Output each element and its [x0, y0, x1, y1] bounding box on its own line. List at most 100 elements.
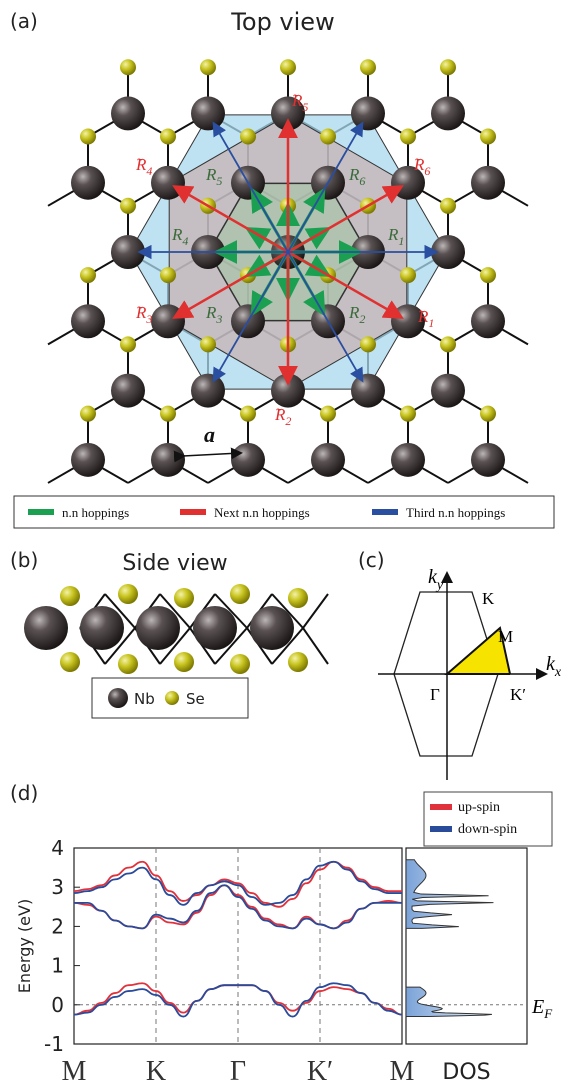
se-atom [480, 405, 496, 422]
x-tick-label: M [390, 1056, 415, 1087]
x-tick-label: M [62, 1056, 87, 1087]
panel-b-title: Side view [122, 551, 227, 576]
y-tick-label: -1 [44, 1032, 64, 1056]
legend-nb: Nb [134, 690, 155, 708]
se-atom [440, 336, 456, 353]
dos-label: DOS [442, 1060, 490, 1085]
nb-atom [431, 96, 465, 131]
nb-atom [471, 165, 505, 200]
atoms [71, 59, 505, 477]
nnnn-vector [287, 121, 364, 253]
nb-atom [231, 442, 265, 477]
se-atom [80, 267, 96, 284]
nb-atom [111, 235, 145, 269]
panel-a-tag: (a) [10, 9, 38, 33]
x-tick-label: Γ [230, 1056, 246, 1087]
panel-d-tag: (d) [10, 781, 38, 805]
se-atom [200, 59, 216, 76]
nb-atom [191, 373, 225, 408]
point-Gamma: Γ [430, 685, 440, 704]
panel-d: (d) -1 0 1 2 3 4 Energy (eV) M K Γ K′ M DOS EF up-sp… [10, 781, 553, 1087]
se-atom [280, 59, 296, 76]
nnnn-vector [212, 251, 289, 383]
se-atom [120, 197, 136, 214]
se-atom [320, 405, 336, 422]
se-atom [120, 336, 136, 353]
se-atom [174, 588, 194, 608]
se-atom [440, 59, 456, 76]
brillouin-zone: ky kx K M Γ K′ [378, 566, 562, 780]
up-spin-swatch [430, 804, 452, 810]
nnn-vector-label: ̃R4 [135, 155, 152, 178]
se-atom [80, 128, 96, 145]
nb-atom [80, 606, 124, 650]
se-atom [230, 584, 250, 604]
down-spin-band [74, 884, 402, 930]
se-atom [288, 588, 308, 608]
nn-swatch [28, 509, 54, 515]
fermi-label: EF [531, 996, 553, 1021]
nnn-vector [172, 250, 289, 319]
nb-atom [136, 606, 180, 650]
se-atom [174, 652, 194, 672]
nnn-vector-label: ̃R3 [135, 303, 152, 326]
dos-upper-band [405, 859, 494, 929]
atom-legend: Nb Se [91, 677, 249, 719]
se-atom [440, 197, 456, 214]
kx-label: kx [546, 653, 562, 680]
y-axis-label: Energy (eV) [15, 899, 34, 993]
legend-up-spin: up-spin [458, 800, 500, 815]
dos-chart: DOS EF [405, 847, 553, 1085]
point-Kprime: K′ [510, 685, 526, 704]
band-structure-chart: -1 0 1 2 3 4 Energy (eV) M K Γ K′ M [15, 836, 415, 1087]
x-tick-label: K [146, 1056, 166, 1087]
nnnn-vector [212, 121, 289, 253]
dos-lower-band [405, 986, 492, 1018]
down-spin-band [73, 982, 403, 1018]
point-M: M [498, 627, 513, 646]
nb-atom [391, 442, 425, 477]
se-atom [118, 584, 138, 604]
nb-atom [250, 606, 294, 650]
se-atom [120, 59, 136, 76]
y-tick-label: 2 [51, 914, 64, 938]
nb-atom [431, 373, 465, 408]
se-atom [360, 336, 376, 353]
nb-atom [191, 96, 225, 131]
se-atom [160, 128, 176, 145]
y-tick-label: 1 [51, 954, 64, 978]
se-atom [80, 405, 96, 422]
nb-atom [71, 442, 105, 477]
nnn-vector [287, 185, 404, 254]
nb-atom [431, 235, 465, 269]
nb-atom [151, 165, 185, 200]
spin-legend: up-spin down-spin [423, 791, 553, 847]
up-spin-band [73, 860, 402, 908]
legend-se: Se [186, 690, 205, 708]
legend-down-spin: down-spin [458, 822, 517, 837]
nnnn-vector [287, 251, 364, 383]
se-atom [160, 405, 176, 422]
se-atom [60, 652, 80, 672]
se-atom [320, 128, 336, 145]
legend-nnn: Next n.n hoppings [214, 505, 310, 520]
lattice-constant-label: a [204, 422, 215, 447]
nb-atom [351, 373, 385, 408]
se-atom [400, 128, 416, 145]
panel-a-title: Top view [230, 8, 334, 36]
nb-atom [151, 442, 185, 477]
legend-nnnn: Third n.n hoppings [406, 505, 505, 520]
nb-atom [471, 304, 505, 339]
nnn-vector [287, 250, 404, 319]
se-atom [400, 405, 416, 422]
se-atom [240, 128, 256, 145]
point-K: K [482, 589, 495, 608]
nb-atom [193, 606, 237, 650]
se-atom [480, 267, 496, 284]
nb-atom [151, 304, 185, 339]
se-atom [360, 59, 376, 76]
nb-atom [111, 373, 145, 408]
ky-label: ky [428, 566, 444, 593]
